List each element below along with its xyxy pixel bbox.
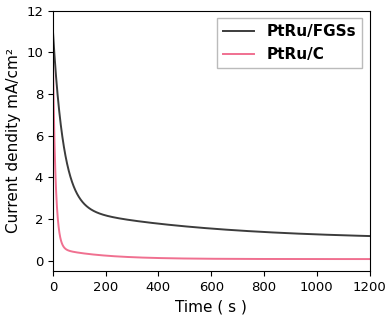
- PtRu/FGSs: [287, 231, 292, 235]
- PtRu/FGSs: [311, 232, 316, 236]
- PtRu/C: [51, 48, 55, 52]
- PtRu/C: [311, 257, 316, 261]
- PtRu/C: [287, 257, 292, 261]
- Y-axis label: Current dendity mA/cm²: Current dendity mA/cm²: [5, 48, 20, 233]
- PtRu/C: [367, 257, 372, 261]
- Legend: PtRu/FGSs, PtRu/C: PtRu/FGSs, PtRu/C: [217, 18, 362, 68]
- PtRu/FGSs: [51, 28, 55, 31]
- Line: PtRu/C: PtRu/C: [53, 50, 370, 259]
- PtRu/C: [108, 254, 113, 258]
- PtRu/FGSs: [367, 234, 372, 238]
- PtRu/FGSs: [108, 215, 113, 219]
- PtRu/C: [256, 257, 261, 261]
- PtRu/FGSs: [171, 223, 176, 227]
- Line: PtRu/FGSs: PtRu/FGSs: [53, 29, 370, 236]
- PtRu/FGSs: [256, 230, 261, 234]
- PtRu/C: [240, 257, 245, 261]
- PtRu/FGSs: [240, 229, 245, 233]
- PtRu/C: [171, 256, 176, 260]
- X-axis label: Time ( s ): Time ( s ): [175, 300, 247, 315]
